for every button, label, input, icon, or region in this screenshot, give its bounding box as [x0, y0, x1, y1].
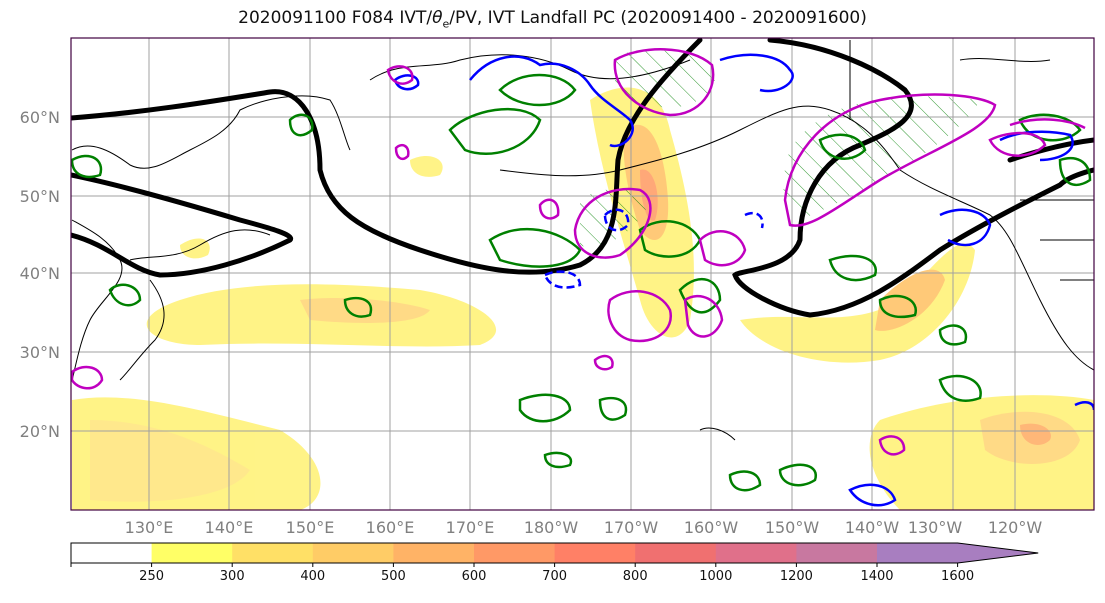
lat-label-60n: 60°N	[20, 108, 60, 127]
lon-label-140w: 140°W	[845, 518, 900, 537]
colorbar-segment	[232, 543, 314, 563]
blue-contours	[393, 53, 1094, 507]
latitude-labels: 60°N 50°N 40°N 30°N 20°N	[20, 108, 60, 441]
lon-label-170w: 170°W	[604, 518, 659, 537]
colorbar-tick-label: 800	[623, 569, 648, 584]
lon-label-150w: 150°W	[765, 518, 820, 537]
colorbar-tick-label: 700	[542, 569, 567, 584]
colorbar-extend-arrow	[957, 543, 1039, 563]
colorbar-tick-label: 1000	[699, 569, 732, 584]
lon-label-160e: 160°E	[366, 518, 415, 537]
lat-label-40n: 40°N	[20, 264, 60, 283]
colorbar-segment	[796, 543, 878, 563]
colorbar-segment	[151, 543, 233, 563]
colorbar-tick-label: 250	[139, 569, 164, 584]
colorbar-segment	[554, 543, 636, 563]
colorbar-segment	[715, 543, 797, 563]
coastlines	[71, 40, 1094, 441]
colorbar-tick-label: 1600	[941, 569, 974, 584]
title-suffix: /PV, IVT Landfall PC (2020091400 - 20200…	[449, 8, 867, 28]
lon-label-180w: 180°W	[524, 518, 579, 537]
colorbar: 250 300 400 500 600 700 800 1000 1200 1400 1600	[70, 542, 1039, 584]
lon-label-150e: 150°E	[286, 518, 335, 537]
colorbar-segment	[393, 543, 475, 563]
lon-label-130e: 130°E	[125, 518, 174, 537]
landfall-pc-contours	[71, 48, 1086, 456]
map-frame	[70, 37, 1095, 511]
colorbar-tick-label: 400	[300, 569, 325, 584]
lon-label-120w: 120°W	[988, 518, 1043, 537]
lon-label-170e: 170°E	[446, 518, 495, 537]
lat-label-30n: 30°N	[20, 343, 60, 362]
longitude-labels: 130°E 140°E 150°E 160°E 170°E 180°W 170°…	[125, 518, 1043, 537]
colorbar-tick-label: 500	[381, 569, 406, 584]
colorbar-tick-label: 1200	[780, 569, 813, 584]
map-area	[71, 38, 1094, 510]
colorbar-segment	[474, 543, 556, 563]
colorbar-segment	[71, 543, 153, 563]
colorbar-outline	[70, 542, 1039, 564]
colorbar-tick-label: 600	[462, 569, 487, 584]
colorbar-tick-label: 1400	[860, 569, 893, 584]
colorbar-segment	[877, 543, 959, 563]
pv-contours	[71, 38, 1094, 318]
colorbar-segment	[635, 543, 717, 563]
title-theta-sub: e	[442, 17, 450, 31]
lat-label-20n: 20°N	[20, 422, 60, 441]
colorbar-segment	[312, 543, 394, 563]
colorbar-tick-label: 300	[220, 569, 245, 584]
lat-label-50n: 50°N	[20, 187, 60, 206]
figure-title: 2020091100 F084 IVT/θe/PV, IVT Landfall …	[0, 8, 1105, 30]
lon-label-140e: 140°E	[205, 518, 254, 537]
lon-label-160w: 160°W	[684, 518, 739, 537]
title-theta: θ	[432, 8, 443, 28]
lon-label-130w: 130°W	[908, 518, 963, 537]
title-prefix: 2020091100 F084 IVT/	[238, 8, 433, 28]
